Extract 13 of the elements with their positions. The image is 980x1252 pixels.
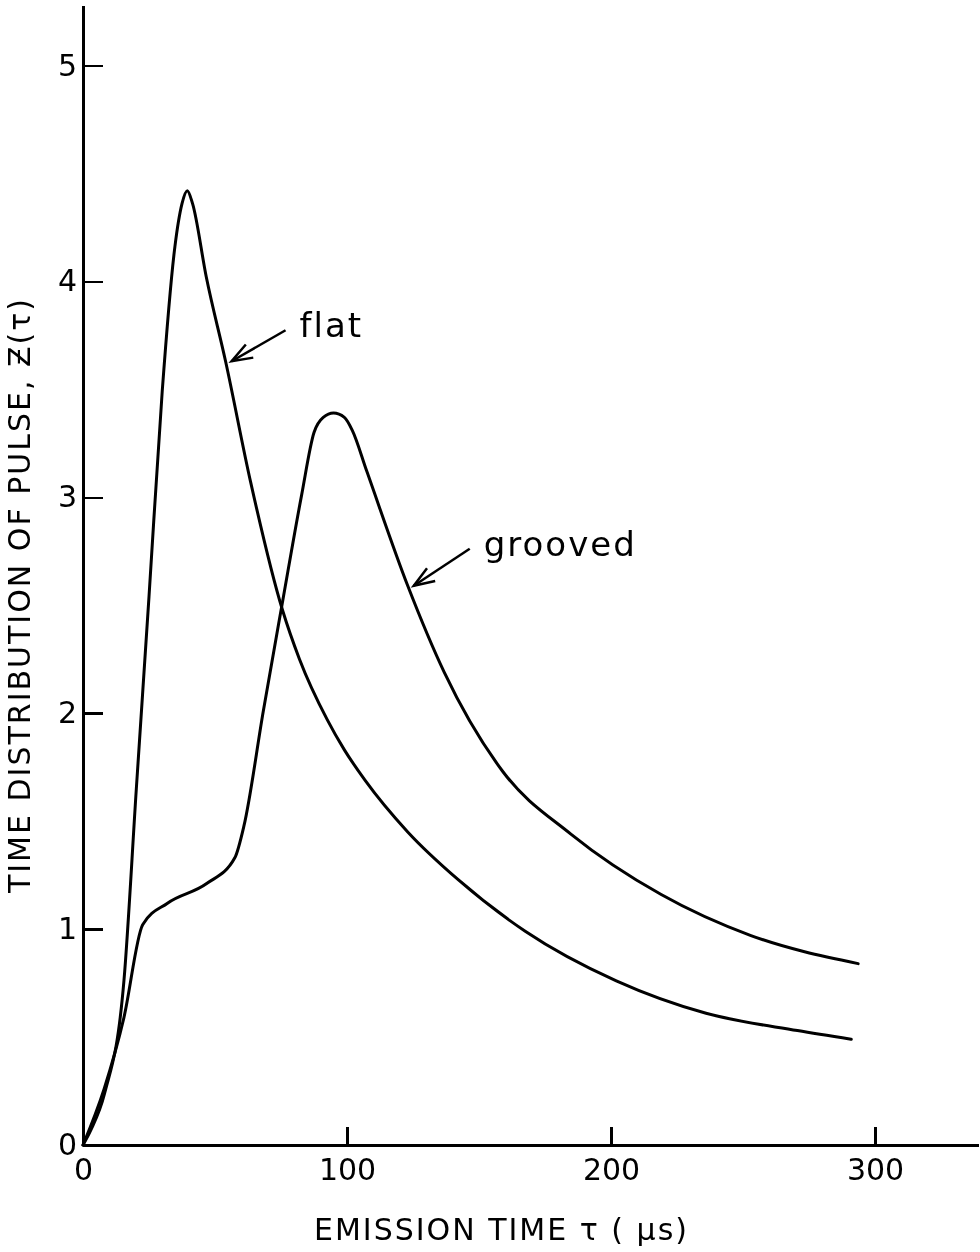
y-tick-label: 3	[57, 479, 77, 515]
legend-label: grooved	[483, 523, 637, 564]
y-tick-label: 4	[57, 263, 77, 299]
legend-label: flat	[299, 305, 364, 346]
y-tick-label: 5	[57, 47, 77, 83]
y-tick-label: 2	[57, 695, 77, 731]
y-axis-title: TIME DISTRIBUTION OF PULSE, Ƶ(τ)	[2, 296, 37, 895]
y-tick-label: 0	[57, 1127, 77, 1163]
y-tick-label: 1	[57, 911, 77, 947]
x-tick-label: 200	[582, 1152, 641, 1188]
x-axis-title: EMISSION TIME τ ( μs)	[313, 1212, 690, 1247]
x-tick-label: 300	[846, 1152, 905, 1188]
x-tick-label: 100	[318, 1152, 377, 1188]
